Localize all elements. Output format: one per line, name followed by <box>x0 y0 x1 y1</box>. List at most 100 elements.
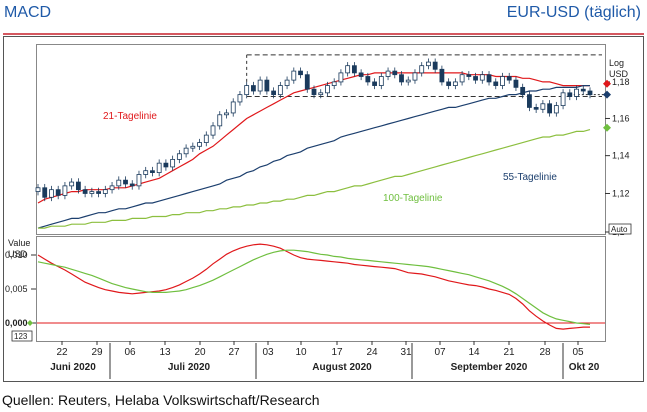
label-21-tagelinie: 21-Tagelinie <box>103 111 157 122</box>
candle-body <box>560 92 566 107</box>
x-month-label: Juli 2020 <box>168 362 211 373</box>
candle-body <box>49 189 54 198</box>
candle-body <box>163 162 169 168</box>
candle-body <box>210 125 216 136</box>
candle-body <box>136 174 142 187</box>
candle-body <box>304 74 310 90</box>
label-100-tagelinie: 100-Tagelinie <box>383 193 443 204</box>
candle-body <box>432 61 438 70</box>
price-panel-frame <box>36 44 606 235</box>
price-tick-label: 1,14 <box>612 151 630 161</box>
candle-body <box>96 191 101 194</box>
macd-series-signal <box>37 249 591 325</box>
macd-tick-label: 0,000 <box>5 318 28 328</box>
x-day-label: 28 <box>539 347 551 358</box>
ma-line-55 <box>37 85 590 229</box>
outer-frame <box>3 36 644 382</box>
candle-body <box>264 79 270 92</box>
candle-body <box>69 181 75 187</box>
candlesticks <box>35 58 593 202</box>
candle-body <box>493 81 499 86</box>
candle-body <box>466 74 472 77</box>
candle-body <box>35 187 41 192</box>
macd-panel-frame <box>36 236 606 342</box>
candle-body <box>257 79 263 92</box>
candle-body <box>102 189 108 194</box>
candle-body <box>338 72 344 83</box>
x-day-label: 06 <box>124 347 136 358</box>
macd-zero-marker <box>27 320 33 326</box>
price-marker-diamond <box>603 79 611 88</box>
candle-body <box>197 142 202 147</box>
candle-body <box>143 170 149 175</box>
price-marker-diamond <box>603 123 611 132</box>
candle-body <box>567 92 573 97</box>
x-day-label: 10 <box>295 347 307 358</box>
chart-indicator-title: MACD <box>4 4 52 21</box>
price-axis-unit: Log <box>609 58 624 68</box>
candle-body <box>89 191 95 194</box>
candle-body <box>244 85 250 96</box>
candle-body <box>170 159 176 168</box>
candle-body <box>156 162 162 173</box>
price-tick-label: 1,12 <box>612 188 630 198</box>
candle-body <box>325 85 330 94</box>
candle-body <box>345 65 351 74</box>
candle-body <box>298 70 303 76</box>
macd-tick-label: 0,010 <box>5 250 28 260</box>
macd-axis-unit: USD <box>8 249 28 259</box>
candle-body <box>116 179 122 187</box>
candle-body <box>129 183 135 187</box>
x-day-label: 21 <box>503 347 515 358</box>
candle-body <box>486 74 492 83</box>
macd-axis-unit: Value <box>8 238 30 248</box>
candle-body <box>500 76 505 86</box>
candle-body <box>439 68 445 83</box>
candle-body <box>150 170 155 173</box>
candle-body <box>587 90 593 96</box>
x-day-label: 22 <box>56 347 68 358</box>
candle-body <box>419 65 425 74</box>
candle-body <box>405 79 411 83</box>
candle-body <box>331 81 337 86</box>
candle-body <box>62 185 68 196</box>
chart-source: Quellen: Reuters, Helaba Volkswirtschaft… <box>2 392 320 408</box>
candle-body <box>378 76 384 86</box>
candle-body <box>351 65 357 74</box>
candle-body <box>190 145 196 149</box>
candle-body <box>399 74 404 83</box>
x-day-label: 17 <box>331 347 343 358</box>
price-labels: 21-Tagelinie 55-Tagelinie 100-Tagelinie <box>103 79 611 204</box>
candle-body <box>574 88 579 97</box>
candle-body <box>412 72 418 81</box>
auto-scale-label: Auto <box>611 225 628 234</box>
x-day-label: 24 <box>366 347 378 358</box>
candle-body <box>271 90 277 96</box>
macd-counter-label: 123 <box>14 332 28 341</box>
candle-body <box>459 74 465 83</box>
macd-series-macd <box>37 243 590 330</box>
candle-body <box>230 101 236 114</box>
candle-body <box>479 74 485 81</box>
candle-body <box>513 79 519 88</box>
macd-tick-label: 0,005 <box>5 284 28 294</box>
candle-body <box>251 85 256 92</box>
x-month-label: Okt 20 <box>569 362 600 373</box>
candle-body <box>506 76 512 81</box>
label-55-tagelinie: 55-Tagelinie <box>503 172 557 183</box>
macd-lines <box>37 243 605 330</box>
x-day-label: 27 <box>228 347 240 358</box>
candle-body <box>109 185 115 191</box>
candle-body <box>452 81 458 86</box>
candle-body <box>358 72 364 77</box>
candle-body <box>123 179 128 185</box>
candle-body <box>176 153 182 160</box>
price-tick-label: 1,18 <box>612 77 630 87</box>
x-day-label: 29 <box>91 347 103 358</box>
candle-body <box>372 81 377 86</box>
candle-body <box>183 147 189 155</box>
candle-body <box>473 76 478 81</box>
candle-body <box>446 81 452 86</box>
candle-body <box>224 112 229 116</box>
